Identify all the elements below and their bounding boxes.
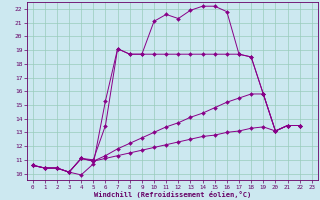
X-axis label: Windchill (Refroidissement éolien,°C): Windchill (Refroidissement éolien,°C)	[94, 191, 251, 198]
